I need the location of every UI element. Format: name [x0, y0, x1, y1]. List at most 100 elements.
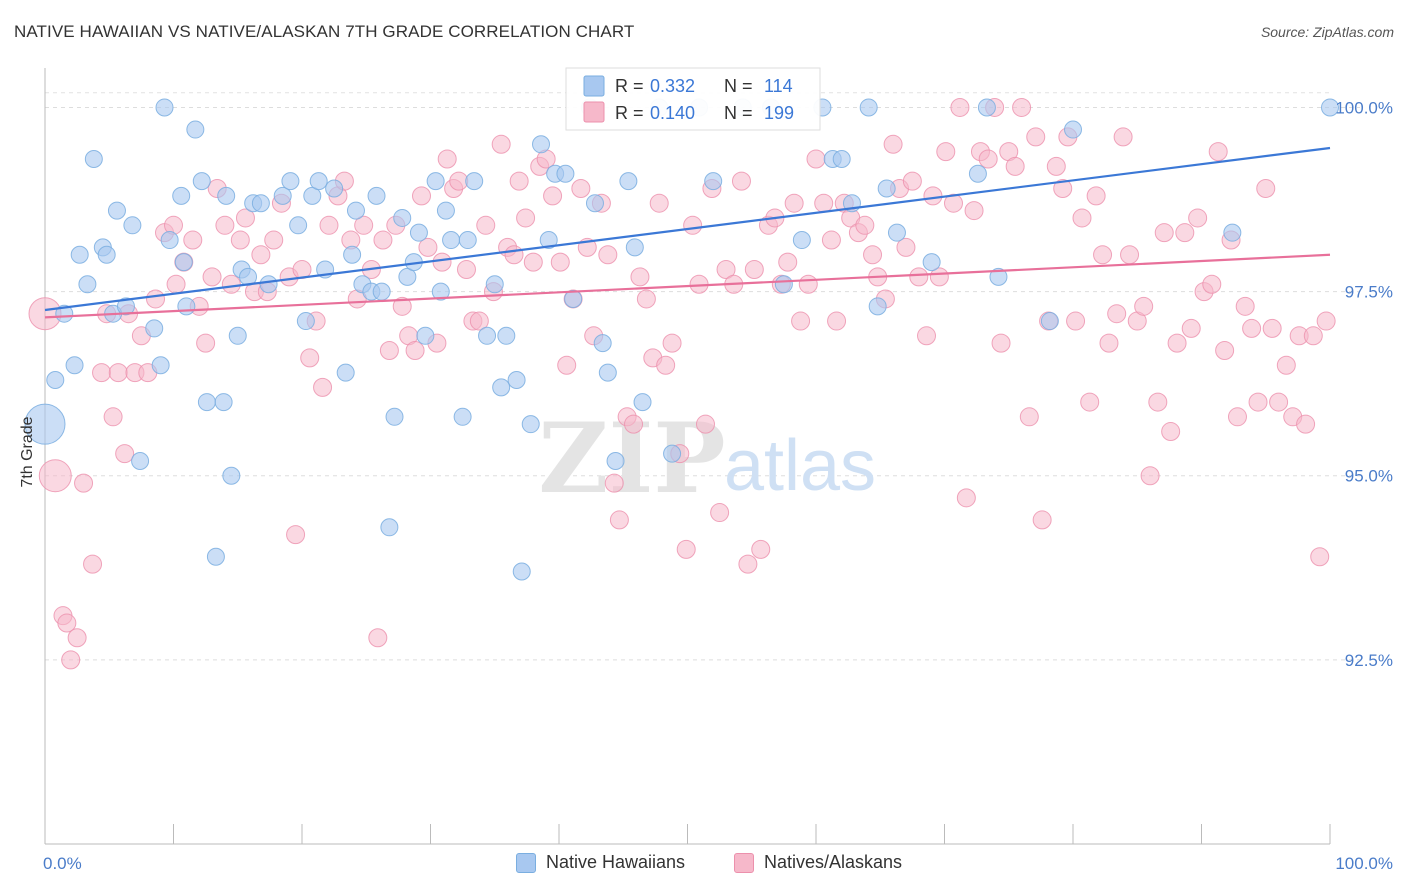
data-point-natives-alaskans[interactable]	[1316, 311, 1336, 331]
data-point-natives-alaskans[interactable]	[449, 171, 469, 191]
data-point-natives-alaskans[interactable]	[67, 628, 87, 648]
data-point-native-hawaiians[interactable]	[619, 172, 638, 191]
data-point-native-hawaiians[interactable]	[217, 186, 236, 205]
data-point-natives-alaskans[interactable]	[83, 554, 103, 574]
data-point-natives-alaskans[interactable]	[855, 215, 875, 235]
data-point-natives-alaskans[interactable]	[1154, 223, 1174, 243]
data-point-natives-alaskans[interactable]	[784, 193, 804, 213]
data-point-natives-alaskans[interactable]	[1053, 178, 1073, 198]
data-point-native-hawaiians[interactable]	[593, 334, 612, 353]
data-point-natives-alaskans[interactable]	[1181, 318, 1201, 338]
data-point-native-hawaiians[interactable]	[1064, 120, 1082, 139]
data-point-natives-alaskans[interactable]	[662, 333, 682, 353]
data-point-native-hawaiians[interactable]	[877, 179, 896, 198]
data-point-natives-alaskans[interactable]	[609, 510, 629, 530]
data-point-natives-alaskans[interactable]	[950, 97, 970, 117]
data-point-natives-alaskans[interactable]	[656, 355, 676, 375]
data-point-natives-alaskans[interactable]	[929, 267, 949, 287]
data-point-natives-alaskans[interactable]	[896, 237, 916, 257]
data-point-native-hawaiians[interactable]	[70, 245, 89, 264]
data-point-native-hawaiians[interactable]	[380, 518, 399, 537]
data-point-natives-alaskans[interactable]	[286, 525, 306, 545]
data-point-natives-alaskans[interactable]	[92, 363, 112, 383]
data-point-native-hawaiians[interactable]	[251, 194, 270, 213]
data-point-natives-alaskans[interactable]	[103, 407, 123, 427]
data-point-native-hawaiians[interactable]	[177, 297, 196, 316]
data-point-native-hawaiians[interactable]	[521, 415, 540, 434]
data-point-native-hawaiians[interactable]	[259, 275, 278, 294]
data-point-natives-alaskans[interactable]	[196, 333, 216, 353]
data-point-natives-alaskans[interactable]	[571, 178, 591, 198]
data-point-natives-alaskans[interactable]	[319, 215, 339, 235]
data-point-natives-alaskans[interactable]	[695, 414, 715, 434]
data-point-native-hawaiians[interactable]	[84, 150, 103, 169]
data-point-natives-alaskans[interactable]	[1026, 127, 1046, 147]
data-point-natives-alaskans[interactable]	[1032, 510, 1052, 530]
data-point-natives-alaskans[interactable]	[1161, 422, 1181, 442]
data-point-native-hawaiians[interactable]	[774, 275, 793, 294]
data-point-natives-alaskans[interactable]	[624, 414, 644, 434]
data-point-natives-alaskans[interactable]	[108, 363, 128, 383]
data-point-native-hawaiians[interactable]	[289, 216, 308, 235]
data-point-natives-alaskans[interactable]	[630, 267, 650, 287]
data-point-natives-alaskans[interactable]	[1202, 274, 1222, 294]
data-point-native-hawaiians[interactable]	[409, 223, 428, 242]
data-point-natives-alaskans[interactable]	[1235, 296, 1255, 316]
data-point-natives-alaskans[interactable]	[978, 149, 998, 169]
data-point-natives-alaskans[interactable]	[1227, 407, 1247, 427]
data-point-native-hawaiians[interactable]	[989, 267, 1008, 286]
data-point-native-hawaiians[interactable]	[977, 98, 996, 117]
data-point-native-hawaiians[interactable]	[155, 98, 174, 117]
data-point-natives-alaskans[interactable]	[636, 289, 656, 309]
data-point-natives-alaskans[interactable]	[61, 650, 81, 670]
data-point-natives-alaskans[interactable]	[827, 311, 847, 331]
data-point-natives-alaskans[interactable]	[1215, 341, 1235, 361]
data-point-native-hawaiians[interactable]	[281, 172, 300, 191]
data-point-natives-alaskans[interactable]	[491, 134, 511, 154]
data-point-native-hawaiians[interactable]	[393, 208, 412, 227]
data-point-natives-alaskans[interactable]	[437, 149, 457, 169]
data-point-natives-alaskans[interactable]	[1120, 245, 1140, 265]
data-point-natives-alaskans[interactable]	[1012, 97, 1032, 117]
data-point-native-hawaiians[interactable]	[598, 363, 617, 382]
data-point-native-hawaiians[interactable]	[78, 275, 97, 294]
data-point-natives-alaskans[interactable]	[649, 193, 669, 213]
data-point-natives-alaskans[interactable]	[1208, 142, 1228, 162]
data-point-natives-alaskans[interactable]	[964, 201, 984, 221]
data-point-natives-alaskans[interactable]	[115, 444, 135, 464]
data-point-native-hawaiians[interactable]	[123, 216, 142, 235]
data-point-native-hawaiians[interactable]	[431, 282, 450, 301]
data-point-natives-alaskans[interactable]	[1019, 407, 1039, 427]
data-point-natives-alaskans[interactable]	[221, 274, 241, 294]
data-point-native-hawaiians[interactable]	[442, 231, 461, 250]
data-point-natives-alaskans[interactable]	[1269, 392, 1289, 412]
data-point-natives-alaskans[interactable]	[821, 230, 841, 250]
data-point-natives-alaskans[interactable]	[1242, 318, 1262, 338]
bottom-legend-item-native-hawaiians[interactable]: Native Hawaiians	[516, 852, 685, 873]
data-point-native-hawaiians[interactable]	[346, 201, 365, 220]
data-point-natives-alaskans[interactable]	[557, 355, 577, 375]
data-point-native-hawaiians[interactable]	[539, 231, 558, 250]
data-point-natives-alaskans[interactable]	[863, 245, 883, 265]
data-point-native-hawaiians[interactable]	[151, 356, 170, 375]
data-point-natives-alaskans[interactable]	[166, 274, 186, 294]
data-point-native-hawaiians[interactable]	[426, 172, 445, 191]
data-point-natives-alaskans[interactable]	[1072, 208, 1092, 228]
data-point-natives-alaskans[interactable]	[57, 613, 77, 633]
data-point-native-hawaiians[interactable]	[174, 253, 193, 272]
data-point-native-hawaiians[interactable]	[478, 326, 497, 345]
data-point-natives-alaskans[interactable]	[683, 215, 703, 235]
data-point-native-hawaiians[interactable]	[1040, 312, 1059, 331]
data-point-native-hawaiians[interactable]	[704, 172, 723, 191]
data-point-natives-alaskans[interactable]	[230, 230, 250, 250]
data-point-natives-alaskans[interactable]	[909, 267, 929, 287]
data-point-native-hawaiians[interactable]	[325, 179, 344, 198]
data-point-natives-alaskans[interactable]	[598, 245, 618, 265]
data-point-natives-alaskans[interactable]	[883, 134, 903, 154]
data-point-natives-alaskans[interactable]	[146, 289, 166, 309]
data-point-natives-alaskans[interactable]	[1296, 414, 1316, 434]
data-point-native-hawaiians[interactable]	[214, 393, 233, 412]
data-point-natives-alaskans[interactable]	[405, 341, 425, 361]
data-point-native-hawaiians[interactable]	[160, 231, 179, 250]
data-point-native-hawaiians[interactable]	[1223, 223, 1242, 242]
